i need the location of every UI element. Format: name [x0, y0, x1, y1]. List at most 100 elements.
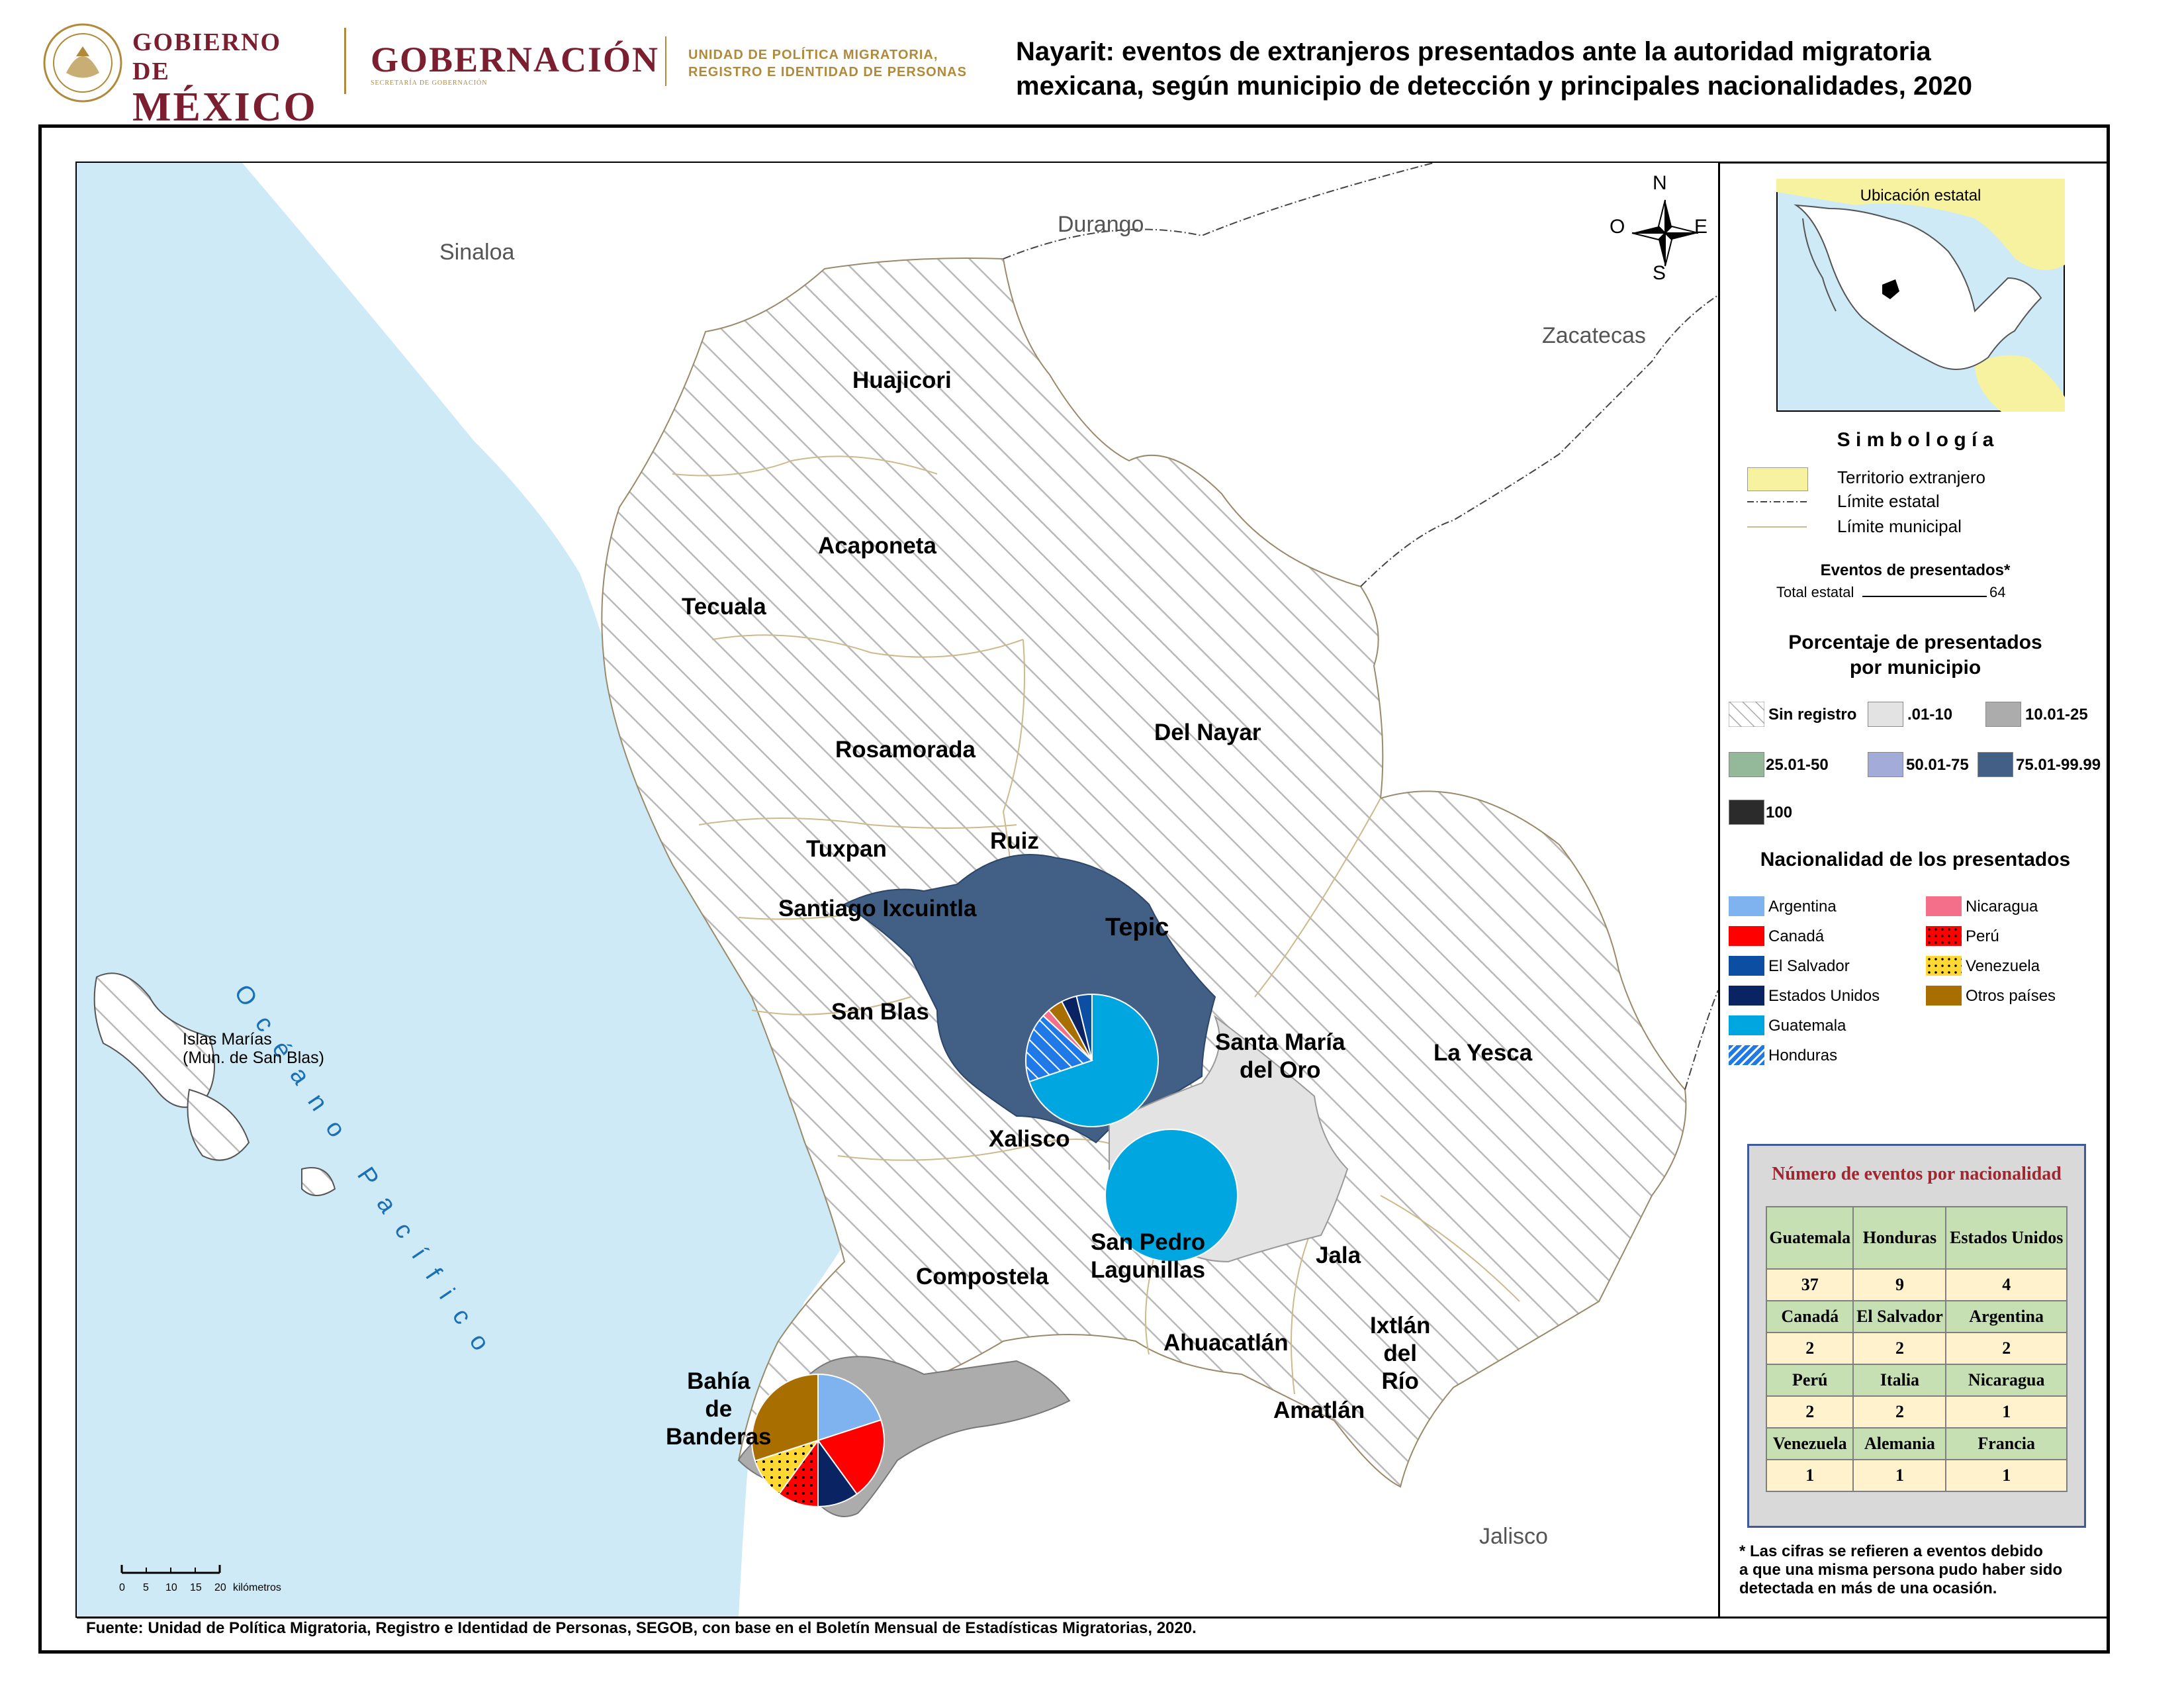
label-ruiz: Ruiz	[990, 828, 1039, 854]
scale-tick-0: 0	[119, 1582, 125, 1593]
map-title-line2: mexicana, según municipio de detección y…	[1016, 71, 1972, 101]
compass-s: S	[1653, 262, 1666, 284]
class-3: 25.01-50	[1766, 756, 1829, 774]
header-separator-2	[665, 36, 666, 86]
swatch-el-salvador	[1729, 956, 1764, 976]
map-frame	[38, 124, 2110, 1654]
bahia-line2: de	[705, 1396, 733, 1422]
table-row: Canadá El Salvador Argentina	[1765, 1300, 2068, 1333]
label-san-pedro-lagunillas: San Pedro Lagunillas	[1091, 1229, 1205, 1284]
ixtlan-line1: Ixtlán	[1370, 1313, 1431, 1338]
label-xalisco: Xalisco	[989, 1126, 1070, 1152]
pie-slice-bahia-canadá	[817, 1419, 886, 1495]
coat-of-arms-logo	[43, 23, 122, 103]
bahia-line3: Banderas	[666, 1424, 772, 1450]
gobierno-line2: MÉXICO	[132, 85, 318, 130]
scale-unit: kilómetros	[233, 1582, 281, 1593]
table-value: 1	[1945, 1459, 2068, 1492]
swatch-perú	[1926, 926, 1962, 946]
nayarit-map	[77, 163, 1718, 1617]
nacionalidad-title: Nacionalidad de los presentados	[1760, 849, 2071, 870]
table-row: 1 1 1	[1765, 1459, 2068, 1492]
pacific-ocean	[77, 163, 871, 1617]
table-value: 1	[1852, 1459, 1947, 1492]
swatch-limite-municipal	[1747, 526, 1807, 528]
swatch-canadá	[1729, 926, 1764, 946]
inset-nayarit-highlight	[1882, 279, 1899, 299]
inset-location-map	[1776, 179, 2065, 412]
source-note: Fuente: Unidad de Política Migratoria, R…	[86, 1619, 1197, 1637]
table-header: Francia	[1945, 1427, 2068, 1460]
table-header: Guatemala	[1765, 1206, 1854, 1270]
map-top-border	[77, 162, 2110, 164]
pie-slice-santa_maria-guatemala	[1105, 1129, 1238, 1262]
porcentaje-line2: por municipio	[1849, 657, 1981, 679]
san-pedro-line1: San Pedro	[1091, 1229, 1206, 1255]
porcentaje-title: Porcentaje de presentados por municipio	[1719, 630, 2111, 680]
swatch-guatemala	[1729, 1015, 1764, 1035]
ixtlan-line2: del	[1383, 1340, 1417, 1366]
map-left-border	[75, 162, 77, 1618]
swatch-sin-registro	[1729, 702, 1764, 727]
table-value: 2	[1852, 1332, 1947, 1365]
label-tecuala: Tecuala	[682, 594, 766, 620]
legend-perú: Perú	[1966, 927, 1999, 945]
footnote-line2: a que una misma persona pudo haber sido	[1739, 1561, 2063, 1579]
table-row: Guatemala Honduras Estados Unidos	[1765, 1206, 2068, 1270]
san-pedro-line2: Lagunillas	[1091, 1257, 1206, 1283]
table-header: Canadá	[1765, 1300, 1854, 1333]
swatch-class-4	[1868, 752, 1903, 777]
ixtlan-line3: Río	[1381, 1368, 1419, 1394]
pie-slice-tepic-el-salvador	[1075, 993, 1093, 1061]
table-header: Nicaragua	[1945, 1364, 2068, 1397]
gobernacion-text: GOBERNACIÓN	[371, 40, 660, 79]
inset-title: Ubicación estatal	[1860, 187, 1981, 205]
swatch-class-3	[1729, 752, 1764, 777]
label-rosamorada: Rosamorada	[835, 737, 976, 763]
swatch-honduras	[1729, 1045, 1764, 1065]
class-sin-registro: Sin registro	[1768, 706, 1857, 724]
islas-line2: (Mun. de San Blas)	[183, 1049, 324, 1067]
state-boundaries	[1003, 163, 1718, 1090]
table-value: 2	[1852, 1395, 1947, 1429]
label-sinaloa: Sinaloa	[439, 240, 515, 265]
legend-otros-países: Otros países	[1966, 987, 2056, 1005]
porcentaje-line1: Porcentaje de presentados	[1788, 632, 2042, 653]
table-title: Número de eventos por nacionalidad	[1772, 1164, 2062, 1184]
label-huajicori: Huajicori	[852, 367, 952, 393]
swatch-class-2	[1985, 702, 2021, 727]
table-row: 37 9 4	[1765, 1268, 2068, 1301]
label-del-nayar: Del Nayar	[1154, 720, 1261, 745]
legend-guatemala: Guatemala	[1768, 1017, 1846, 1035]
label-islas-marias: Islas Marías (Mun. de San Blas)	[183, 1030, 324, 1067]
scale-tick-5: 5	[143, 1582, 149, 1593]
header-separator	[344, 28, 346, 94]
legend-argentina: Argentina	[1768, 898, 1837, 915]
label-san-blas: San Blas	[831, 999, 929, 1025]
table-header: Alemania	[1852, 1427, 1947, 1460]
gobernacion-logo: GOBERNACIÓN SECRETARÍA DE GOBERNACIÓN	[371, 40, 659, 87]
total-estatal-leader	[1862, 596, 1987, 597]
map-title-line1: Nayarit: eventos de extranjeros presenta…	[1016, 37, 1931, 66]
footnote-line3: detectada en más de una ocasión.	[1739, 1579, 1997, 1597]
legend-canadá: Canadá	[1768, 927, 1825, 945]
label-ahuacatlan: Ahuacatlán	[1163, 1330, 1289, 1356]
label-tuxpan: Tuxpan	[806, 836, 887, 862]
swatch-nicaragua	[1926, 896, 1962, 916]
unidad-line2: REGISTRO E IDENTIDAD DE PERSONAS	[688, 65, 967, 79]
table-value: 2	[1765, 1395, 1854, 1429]
legend-nicaragua: Nicaragua	[1966, 898, 2038, 915]
pie-slice-tepic-guatemala	[1028, 993, 1160, 1127]
inset-usa	[1776, 179, 2065, 270]
unidad-line1: UNIDAD DE POLÍTICA MIGRATORIA,	[688, 48, 938, 62]
swatch-class-1	[1868, 702, 1903, 727]
legend-estados-unidos: Estados Unidos	[1768, 987, 1880, 1005]
label-ixtlan-del-rio: Ixtlán del Río	[1370, 1312, 1430, 1395]
label-la-yesca: La Yesca	[1433, 1040, 1533, 1066]
total-estatal-label: Total estatal	[1776, 584, 1854, 600]
legend-el-salvador: El Salvador	[1768, 957, 1850, 975]
swatch-venezuela	[1926, 956, 1962, 976]
compass-o: O	[1610, 216, 1625, 238]
swatch-class-6	[1729, 800, 1764, 825]
swatch-argentina	[1729, 896, 1764, 916]
